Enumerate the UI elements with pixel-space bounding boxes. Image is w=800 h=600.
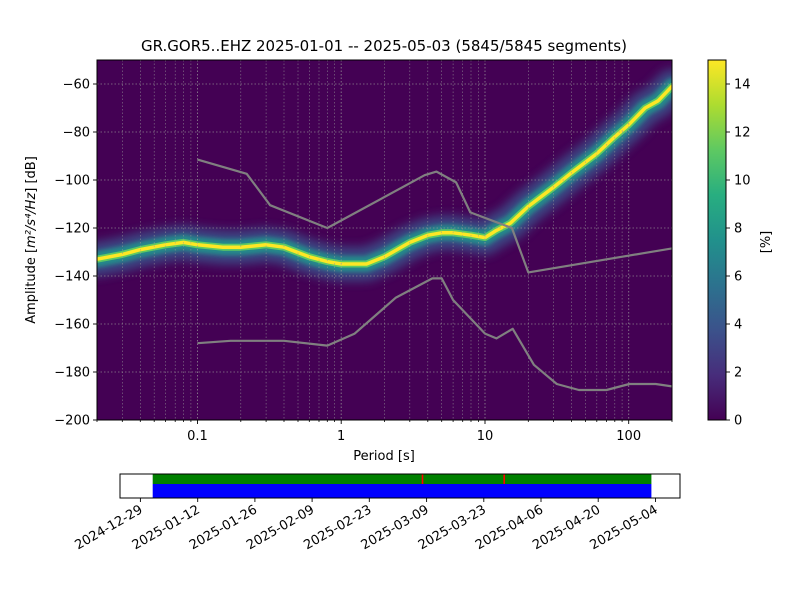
- timeline-frame: [119, 473, 681, 499]
- x-tick-label: 0.1: [187, 429, 208, 444]
- high-noise-model-curve: [197, 158, 672, 274]
- psd-coverage-bar: [152, 474, 652, 484]
- chart-title: GR.GOR5..EHZ 2025-01-01 -- 2025-05-03 (5…: [141, 37, 627, 55]
- y-tick-label: −140: [54, 270, 90, 285]
- timeline-ticks: 2024-12-292025-01-122025-01-262025-02-09…: [72, 498, 661, 553]
- x-axis-label: Period [s]: [353, 449, 415, 464]
- gap-marker: [421, 474, 424, 484]
- psd-plot-area: 0.1 1 10 100 −200 −180 −160 −140 −120 −100 −80 −60…: [24, 59, 673, 464]
- colorbar-tick-label: 12: [734, 126, 751, 141]
- colorbar-tick-label: 8: [734, 222, 742, 237]
- y-axis-ticks: −200 −180 −160 −140 −120 −100 −80 −60: [54, 78, 97, 429]
- coverage-timeline: 2024-12-292025-01-122025-01-262025-02-09…: [72, 473, 681, 553]
- colorbar-tick-label: 2: [734, 366, 742, 381]
- low-noise-model-curve: [197, 277, 672, 392]
- colorbar-gradient: [707, 59, 727, 421]
- x-tick-label: 10: [477, 429, 494, 444]
- x-tick-label: 100: [616, 429, 641, 444]
- y-tick-label: −120: [54, 222, 90, 237]
- colorbar-label: [%]: [759, 231, 774, 254]
- gap-marker: [503, 474, 505, 484]
- grid-lines: [97, 60, 672, 420]
- y-tick-label: −180: [54, 366, 90, 381]
- y-tick-label: −160: [54, 318, 90, 333]
- y-tick-label: −200: [54, 414, 90, 429]
- density-mode-line: [97, 84, 672, 266]
- colorbar-tick-label: 4: [734, 318, 742, 333]
- colorbar: 0 2 4 6 8 10 12 14 [%]: [707, 59, 774, 429]
- colorbar-tick-label: 14: [734, 78, 751, 93]
- y-tick-label: −60: [63, 78, 90, 93]
- data-coverage-bar: [152, 484, 652, 498]
- y-axis-label: Amplitude [m²/s⁴/Hz] [dB]: [24, 156, 39, 324]
- y-tick-label: −100: [54, 174, 90, 189]
- x-axis-ticks: 0.1 1 10 100: [96, 420, 673, 444]
- gap-markers: [421, 474, 505, 484]
- colorbar-tick-label: 6: [734, 270, 742, 285]
- colorbar-ticks: 0 2 4 6 8 10 12 14: [726, 78, 751, 429]
- probability-density-layer: [97, 69, 672, 281]
- y-tick-label: −80: [63, 126, 90, 141]
- colorbar-tick-label: 0: [734, 414, 742, 429]
- x-tick-label: 1: [337, 429, 345, 444]
- colorbar-tick-label: 10: [734, 174, 751, 189]
- noise-model-curves: [197, 158, 672, 392]
